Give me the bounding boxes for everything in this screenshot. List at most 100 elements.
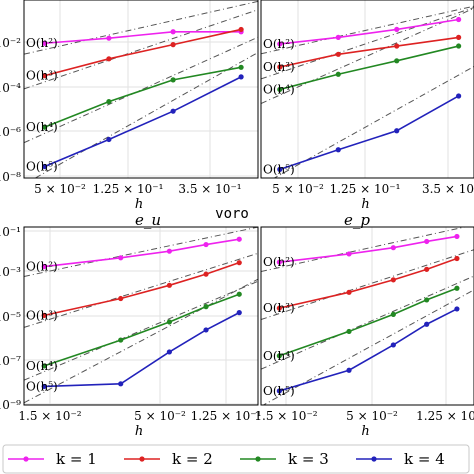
data-point-k3 xyxy=(42,124,48,130)
series-line-k1 xyxy=(279,18,459,45)
order-label: O(h²) xyxy=(263,255,295,269)
legend-swatch-marker xyxy=(139,456,145,462)
x-tick-label: 1.25 × 10⁻¹ xyxy=(93,182,164,196)
data-point-k1 xyxy=(170,29,176,35)
data-point-k2 xyxy=(456,34,462,40)
order-label: O(h³) xyxy=(263,301,295,315)
legend: k = 1 k = 2 k = 3 k = 4 xyxy=(2,444,470,474)
legend-label: k = 1 xyxy=(56,450,97,468)
data-point-k3 xyxy=(346,328,352,335)
data-point-k2 xyxy=(394,43,400,49)
x-tick-label: 1.5 × 10⁻² xyxy=(254,409,317,423)
data-point-k1 xyxy=(118,255,124,261)
reference-line-order-5 xyxy=(34,52,258,178)
x-tick-label: 5 × 10⁻² xyxy=(272,182,324,196)
legend-swatch-marker xyxy=(23,456,29,462)
data-point-k1 xyxy=(236,236,242,242)
data-point-k2 xyxy=(277,64,283,70)
data-point-k2 xyxy=(236,260,242,266)
data-point-k1 xyxy=(106,35,112,41)
y-tick-label: 10⁻³ xyxy=(0,265,21,279)
data-point-k3 xyxy=(166,319,172,325)
reference-line-order-2 xyxy=(261,227,468,273)
axes-frame xyxy=(260,226,474,406)
data-point-k3 xyxy=(170,77,176,83)
data-point-k4 xyxy=(277,166,283,172)
data-point-k1 xyxy=(346,251,352,257)
data-point-k4 xyxy=(394,128,400,134)
y-tick-label: 10⁻⁶ xyxy=(0,125,21,139)
legend-swatch-marker xyxy=(255,456,261,462)
reference-line-order-2 xyxy=(24,0,258,55)
data-point-k4 xyxy=(456,93,462,99)
order-label: O(h⁴) xyxy=(263,82,295,96)
x-tick-label: 1.25 × 10 xyxy=(416,409,474,423)
panel-bottom-right: O(h²) O(h³) O(h⁴) O(h⁵) 1.5 × 10⁻² 5 × 10⁻² 1.… xyxy=(254,211,474,439)
data-point-k1 xyxy=(277,41,283,47)
series-line-k1 xyxy=(44,30,242,45)
data-point-k2 xyxy=(42,73,48,79)
data-point-k1 xyxy=(394,26,400,33)
x-tick-label: 1.5 × 10⁻² xyxy=(18,409,81,423)
data-point-k1 xyxy=(276,259,282,265)
data-point-k1 xyxy=(203,241,209,248)
data-point-k4 xyxy=(424,321,430,327)
data-point-k3 xyxy=(456,43,462,49)
reference-line-order-5 xyxy=(262,289,474,405)
order-label: O(h³) xyxy=(26,69,58,83)
series-line-k4 xyxy=(44,311,240,388)
series-line-k2 xyxy=(279,36,459,68)
order-label: O(h⁵) xyxy=(263,162,295,176)
data-point-k2 xyxy=(335,51,341,57)
reference-line-order-5 xyxy=(273,66,474,178)
data-point-k4 xyxy=(166,349,172,355)
data-point-k3 xyxy=(236,291,242,297)
legend-label: k = 2 xyxy=(172,450,213,468)
panel-top-left: O(h²) O(h³) O(h⁴) O(h⁵) 5 × 10⁻² 1.25 × 10⁻¹ 3… xyxy=(0,0,259,212)
data-point-k2 xyxy=(170,42,176,48)
data-point-k3 xyxy=(106,99,112,105)
order-label: O(h³) xyxy=(26,308,58,322)
order-label: O(h³) xyxy=(263,60,295,74)
data-point-k2 xyxy=(276,305,282,311)
reference-line-order-2 xyxy=(261,5,474,55)
data-point-k1 xyxy=(454,233,460,240)
panel-bottom-left: O(h²) O(h³) O(h⁴) O(h⁵) 1.5 × 10⁻² 5 × 10⁻² 1.… xyxy=(0,211,261,439)
y-tick-label: 10⁻⁷ xyxy=(0,354,21,368)
data-point-k4 xyxy=(346,367,352,373)
data-point-k2 xyxy=(346,289,352,295)
data-point-k3 xyxy=(277,86,283,93)
reference-line-order-4 xyxy=(24,280,258,381)
order-label: O(h²) xyxy=(26,36,58,50)
data-point-k4 xyxy=(42,163,48,170)
data-point-k1 xyxy=(424,238,430,245)
series-line-k2 xyxy=(279,257,458,309)
y-tick-label: 10⁻⁹ xyxy=(0,398,21,412)
reference-line-order-3 xyxy=(261,249,474,321)
data-point-k1 xyxy=(166,248,172,254)
x-axis-label: h xyxy=(361,424,369,439)
data-point-k1 xyxy=(390,245,396,251)
data-point-k4 xyxy=(390,342,396,348)
data-point-k2 xyxy=(41,312,47,318)
order-label: O(h⁵) xyxy=(263,384,295,398)
series-line-k3 xyxy=(43,293,240,367)
data-point-k1 xyxy=(42,40,48,46)
reference-line-order-3 xyxy=(24,9,258,90)
order-label: O(h⁴) xyxy=(26,359,58,373)
x-axis-label: h xyxy=(135,424,143,439)
reference-line-order-3 xyxy=(261,7,474,80)
data-point-k4 xyxy=(41,383,47,390)
x-tick-label: 1.25 × 10⁻¹ xyxy=(330,182,401,196)
data-point-k4 xyxy=(106,136,112,143)
reference-line-order-5 xyxy=(24,278,258,404)
center-label: voro xyxy=(215,206,249,222)
data-point-k3 xyxy=(41,363,47,369)
data-point-k2 xyxy=(106,56,112,62)
legend-label: k = 3 xyxy=(288,450,329,468)
data-point-k1 xyxy=(335,34,341,40)
x-axis-label: h xyxy=(135,197,143,212)
data-point-k4 xyxy=(236,310,242,316)
order-label: O(h⁴) xyxy=(263,349,295,363)
y-tick-label: 10⁻¹ xyxy=(0,225,21,239)
